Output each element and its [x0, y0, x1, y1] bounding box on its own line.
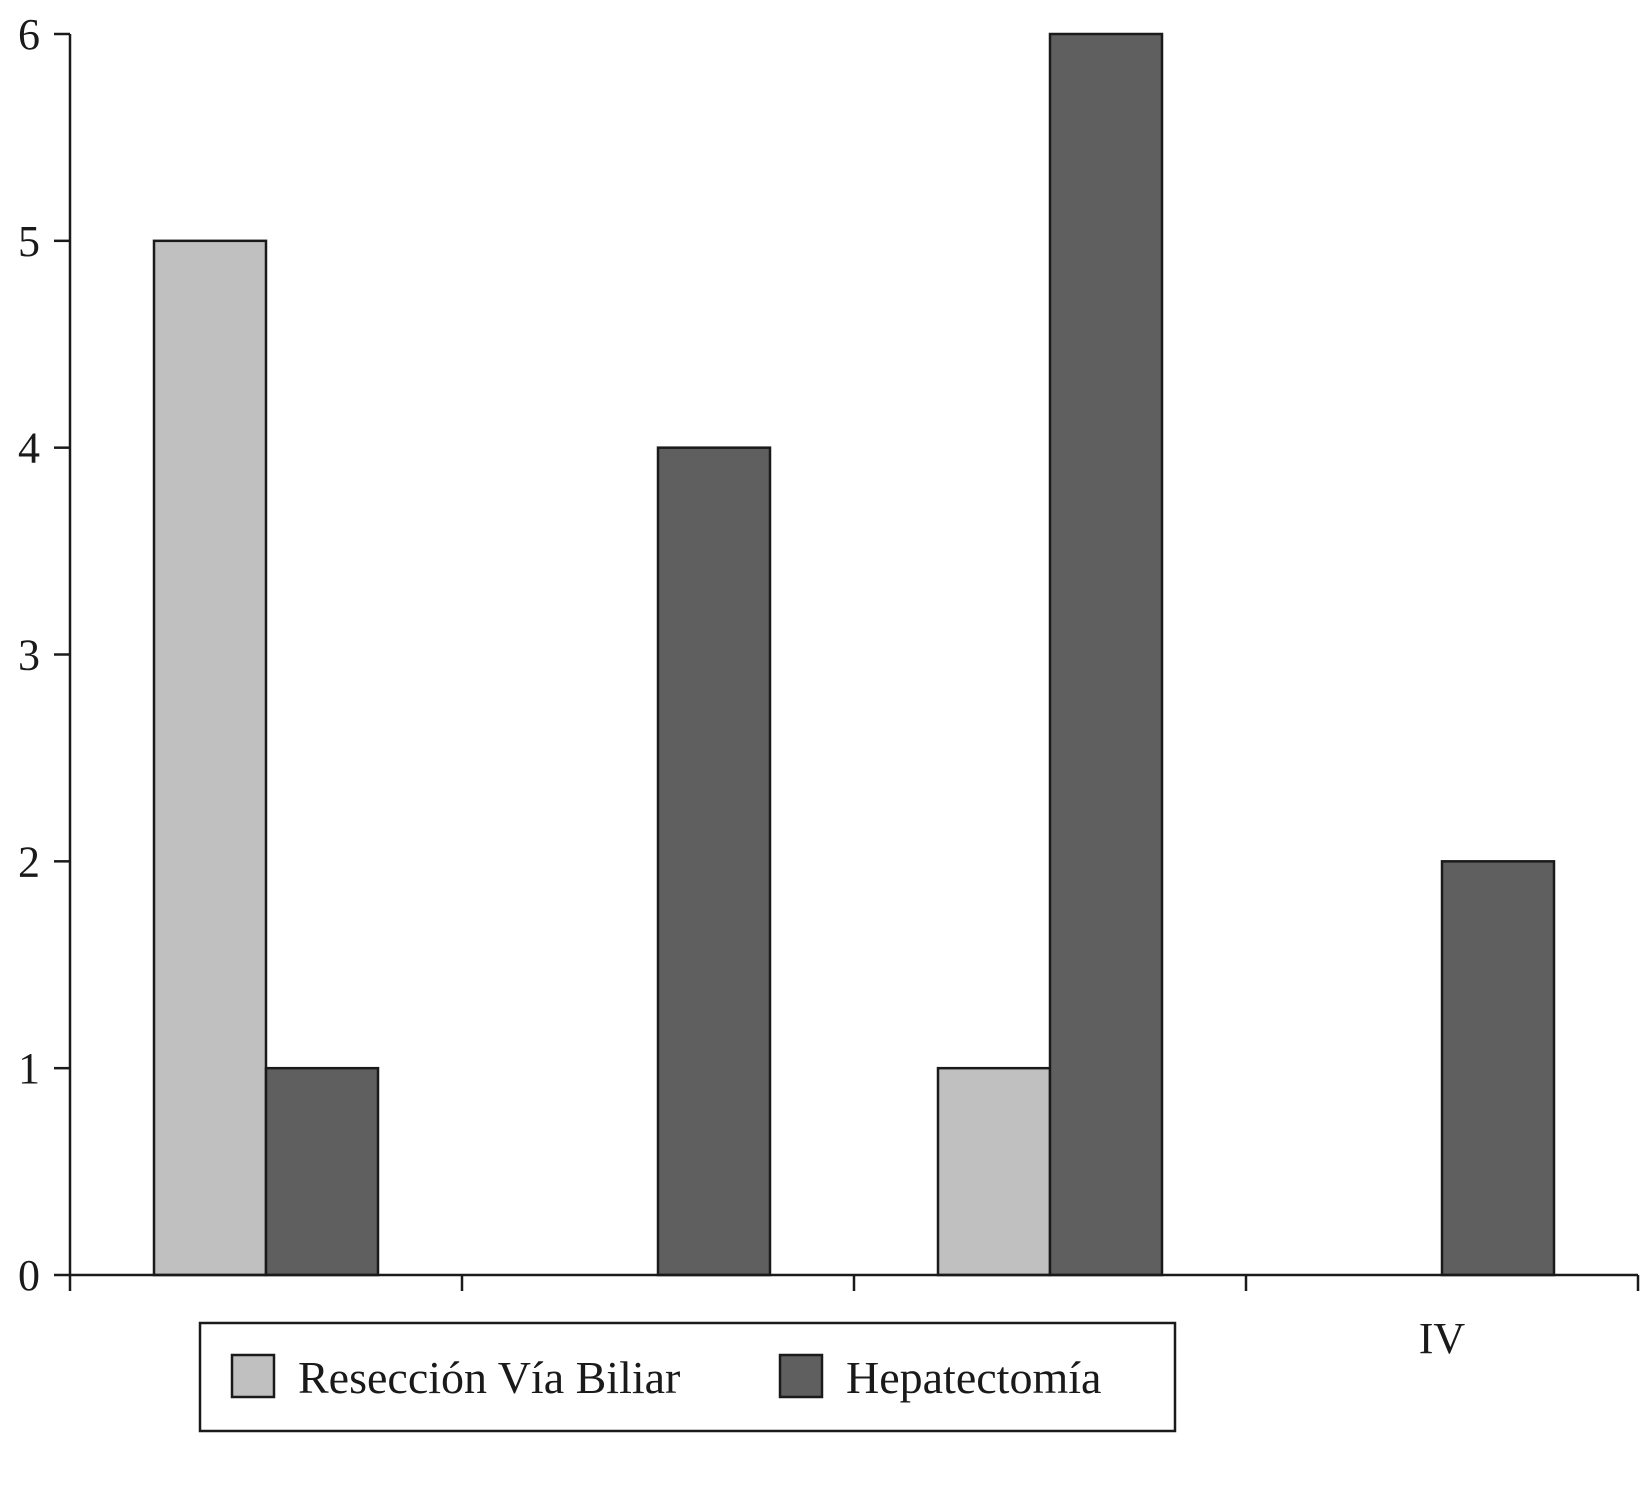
y-tick-label: 0 [18, 1251, 40, 1300]
bar [264, 1066, 380, 1277]
legend-swatch [230, 1353, 276, 1399]
y-ticks: 0 1 2 3 4 5 6 [18, 10, 70, 1300]
y-tick-label: 1 [18, 1044, 40, 1093]
y-tick-label: 4 [18, 424, 40, 473]
bar [152, 239, 268, 1277]
y-tick-label: 5 [18, 217, 40, 266]
legend: Resección Vía Biliar Hepatectomía [198, 1321, 1177, 1433]
category-label: IV [1419, 1314, 1466, 1363]
bar [1048, 32, 1164, 1277]
bar [656, 446, 772, 1277]
bar [936, 1066, 1052, 1277]
legend-swatch [778, 1353, 824, 1399]
legend-items: Resección Vía Biliar Hepatectomía [230, 1352, 1101, 1403]
y-tick-label: 6 [18, 10, 40, 59]
legend-label: Resección Vía Biliar [298, 1352, 680, 1403]
bar [1440, 860, 1556, 1277]
y-tick-label: 3 [18, 631, 40, 680]
legend-box [198, 1321, 1177, 1433]
y-tick-label: 2 [18, 837, 40, 886]
legend-label: Hepatectomía [846, 1352, 1101, 1403]
bars-layer [152, 32, 1556, 1277]
